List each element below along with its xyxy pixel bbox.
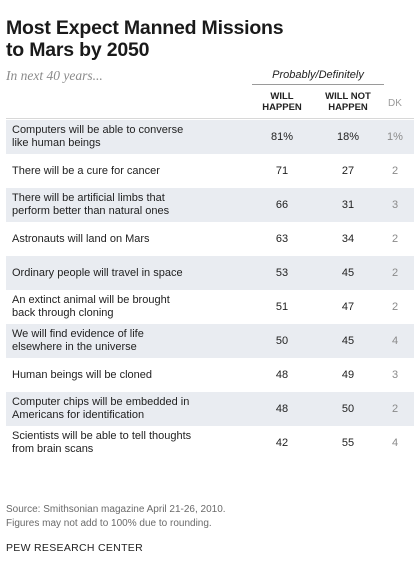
source-note: Source: Smithsonian magazine April 21-26… <box>6 503 226 530</box>
row-label: There will be artificial limbs that perfo… <box>12 192 248 218</box>
table-row: Scientists will be able to tell thoughts… <box>6 426 414 460</box>
value-will-not-happen: 27 <box>341 165 355 177</box>
value-dk: 2 <box>391 233 399 245</box>
value-will-happen: 71 <box>275 165 289 177</box>
value-will-happen: 63 <box>275 233 289 245</box>
row-label-line: elsewhere in the universe <box>12 341 137 353</box>
column-header-will-happen: WILL HAPPEN <box>252 91 312 113</box>
row-label-line: Astronauts will land on Mars <box>12 232 150 245</box>
value-dk: 2 <box>391 165 399 177</box>
value-will-not-happen: 45 <box>341 267 355 279</box>
chart-subtitle: In next 40 years... <box>6 68 103 83</box>
value-will-not-happen: 45 <box>341 335 355 347</box>
row-label: Scientists will be able to tell thoughts… <box>12 430 248 456</box>
row-label-line: There will be a cure for cancer <box>12 164 160 177</box>
value-will-happen: 48 <box>275 403 289 415</box>
source-line-1: Source: Smithsonian magazine April 21-26… <box>6 504 226 515</box>
column-header-will-not-happen-line-2: HAPPEN <box>328 102 368 113</box>
row-label: Human beings will be cloned <box>12 369 248 382</box>
group-header: Probably/Definitely <box>272 69 364 81</box>
row-label: An extinct animal will be brought back th… <box>12 294 248 320</box>
row-label-line: Americans for identification <box>12 409 145 421</box>
table-row: Computers will be able to converse like h… <box>6 120 414 154</box>
value-will-happen: 42 <box>275 437 289 449</box>
value-will-not-happen: 34 <box>341 233 355 245</box>
row-label-line: Computers will be able to converse <box>12 124 184 136</box>
value-dk: 2 <box>391 301 399 313</box>
table-row: Astronauts will land on Mars 63 34 2 <box>6 222 414 256</box>
column-header-will-happen-line-1: WILL <box>270 91 294 102</box>
column-header-will-not-happen-line-1: WILL NOT <box>325 91 371 102</box>
value-will-happen: 48 <box>275 369 289 381</box>
value-will-not-happen: 47 <box>341 301 355 313</box>
row-label: Astronauts will land on Mars <box>12 233 248 246</box>
value-will-happen: 50 <box>275 335 289 347</box>
brand-label: PEW RESEARCH CENTER <box>6 542 143 554</box>
value-dk: 3 <box>391 199 399 211</box>
value-dk: 3 <box>391 369 399 381</box>
group-header-rule <box>252 84 384 85</box>
row-label: Computer chips will be embedded in Americ… <box>12 396 248 422</box>
row-label: We will find evidence of life elsewhere i… <box>12 328 248 354</box>
value-dk: 4 <box>391 437 399 449</box>
table-row: There will be artificial limbs that perfo… <box>6 188 414 222</box>
row-label-line: Scientists will be able to tell thoughts <box>12 430 192 442</box>
chart-title-line-2: to Mars by 2050 <box>6 39 150 61</box>
row-label: Ordinary people will travel in space <box>12 267 248 280</box>
value-dk: 2 <box>391 403 399 415</box>
value-will-not-happen: 55 <box>341 437 355 449</box>
row-label-line: An extinct animal will be brought <box>12 294 170 306</box>
value-will-happen: 51 <box>275 301 289 313</box>
value-will-not-happen: 49 <box>341 369 355 381</box>
table-row: Human beings will be cloned 48 49 3 <box>6 358 414 392</box>
value-will-not-happen: 31 <box>341 199 355 211</box>
value-will-not-happen: 50 <box>341 403 355 415</box>
source-line-2: Figures may not add to 100% due to round… <box>6 517 212 529</box>
value-dk: 4 <box>391 335 399 347</box>
row-label-line: back through cloning <box>12 307 114 319</box>
value-will-happen: 66 <box>275 199 289 211</box>
table-row: There will be a cure for cancer 71 27 2 <box>6 154 414 188</box>
value-will-happen: 81% <box>270 131 294 143</box>
chart-title: Most Expect Manned Missions to Mars by 2… <box>6 17 406 61</box>
header-divider <box>6 118 414 119</box>
table-row: An extinct animal will be brought back th… <box>6 290 414 324</box>
value-dk: 2 <box>391 267 399 279</box>
row-label-line: like human beings <box>12 137 101 149</box>
row-label-line: Ordinary people will travel in space <box>12 266 183 279</box>
value-will-not-happen: 18% <box>336 131 360 143</box>
row-label-line: perform better than natural ones <box>12 205 170 217</box>
table-row: We will find evidence of life elsewhere i… <box>6 324 414 358</box>
row-label-line: Computer chips will be embedded in <box>12 396 190 408</box>
row-label-line: There will be artificial limbs that <box>12 192 165 204</box>
row-label-line: Human beings will be cloned <box>12 368 153 381</box>
table-row: Computer chips will be embedded in Americ… <box>6 392 414 426</box>
table-row: Ordinary people will travel in space 53 45… <box>6 256 414 290</box>
value-dk: 1% <box>387 131 403 143</box>
column-header-will-happen-line-2: HAPPEN <box>262 102 302 113</box>
row-label-line: from brain scans <box>12 443 94 455</box>
row-label-line: We will find evidence of life <box>12 328 144 340</box>
chart-title-line-1: Most Expect Manned Missions <box>6 17 284 39</box>
row-label: There will be a cure for cancer <box>12 165 248 178</box>
column-header-will-not-happen: WILL NOT HAPPEN <box>311 91 385 113</box>
row-label: Computers will be able to converse like h… <box>12 124 248 150</box>
value-will-happen: 53 <box>275 267 289 279</box>
column-header-dk: DK <box>388 98 402 109</box>
